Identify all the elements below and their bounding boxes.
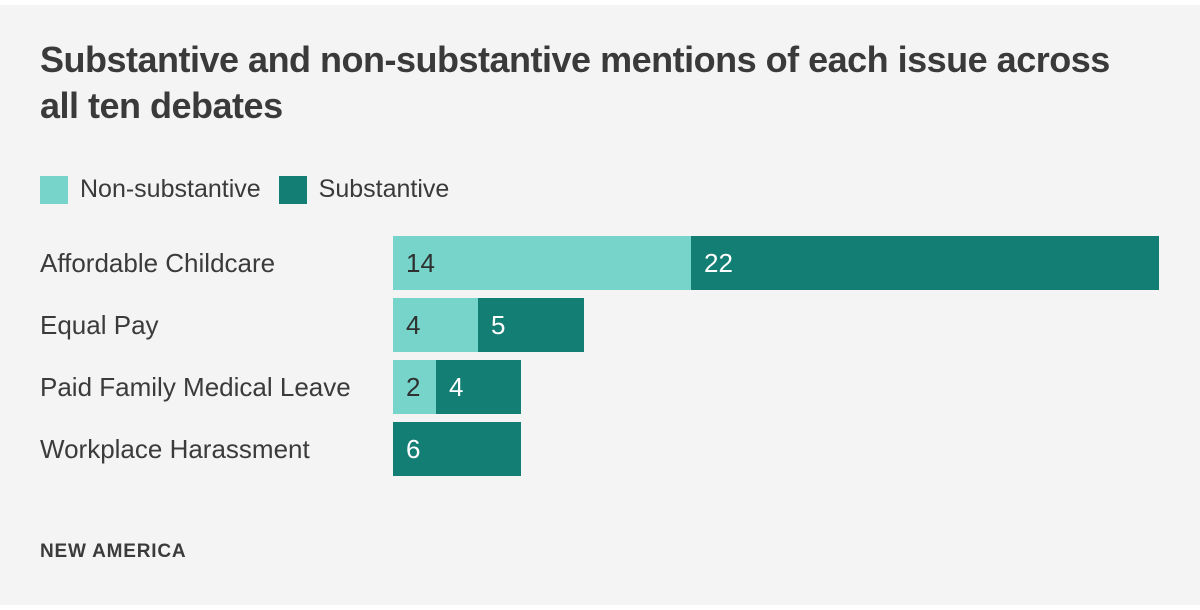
legend-item-non-substantive: Non-substantive bbox=[40, 175, 261, 204]
category-label: Paid Family Medical Leave bbox=[40, 371, 351, 402]
chart-canvas: Substantive and non-substantive mentions… bbox=[0, 5, 1200, 605]
bar-value-label: 2 bbox=[406, 371, 421, 402]
bar-segment-substantive: 22 bbox=[691, 236, 1159, 290]
legend-label-substantive: Substantive bbox=[318, 175, 450, 203]
stacked-bar: 14 22 bbox=[393, 236, 1159, 290]
bar-segment-substantive: 6 bbox=[393, 422, 521, 476]
chart-row-workplace-harassment: Workplace Harassment 6 bbox=[40, 422, 1158, 476]
bar-value-label: 4 bbox=[449, 371, 464, 402]
chart-row-paid-family-medical-leave: Paid Family Medical Leave 2 4 bbox=[40, 360, 1158, 414]
bar-value-label: 5 bbox=[491, 309, 506, 340]
bar-value-label: 4 bbox=[406, 309, 421, 340]
stacked-bar: 6 bbox=[393, 422, 521, 476]
stacked-bar: 2 4 bbox=[393, 360, 521, 414]
bar-segment-substantive: 4 bbox=[436, 360, 521, 414]
source-logo-new-america: NEW AMERICA bbox=[40, 541, 187, 562]
legend: Non-substantive Substantive bbox=[40, 175, 449, 204]
chart-title: Substantive and non-substantive mentions… bbox=[40, 39, 1110, 126]
bar-segment-substantive: 5 bbox=[478, 298, 584, 352]
category-label: Equal Pay bbox=[40, 309, 159, 340]
bar-chart: Affordable Childcare 14 22 Equal Pay 4 5… bbox=[40, 236, 1159, 484]
bar-segment-non-substantive: 14 bbox=[393, 236, 691, 290]
legend-item-substantive: Substantive bbox=[278, 175, 450, 204]
bar-value-label: 14 bbox=[406, 247, 435, 278]
bar-value-label: 22 bbox=[704, 247, 733, 278]
legend-label-non-substantive: Non-substantive bbox=[80, 175, 261, 203]
category-label: Workplace Harassment bbox=[40, 433, 310, 464]
category-label: Affordable Childcare bbox=[40, 247, 276, 278]
legend-swatch-substantive bbox=[278, 175, 307, 204]
stacked-bar: 4 5 bbox=[393, 298, 584, 352]
chart-row-affordable-childcare: Affordable Childcare 14 22 bbox=[40, 236, 1159, 290]
chart-row-equal-pay: Equal Pay 4 5 bbox=[40, 298, 1158, 352]
legend-swatch-non-substantive bbox=[40, 175, 68, 204]
bar-value-label: 6 bbox=[406, 433, 421, 464]
bar-segment-non-substantive: 4 bbox=[393, 298, 478, 352]
bar-segment-non-substantive: 2 bbox=[393, 360, 436, 414]
